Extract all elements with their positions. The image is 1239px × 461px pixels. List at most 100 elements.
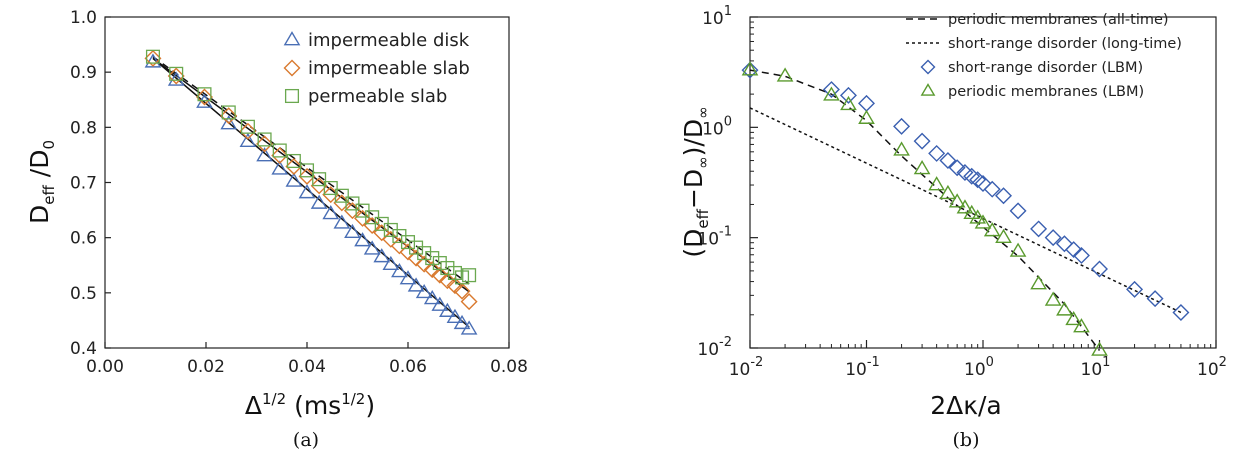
marker-impermeable-disk xyxy=(310,194,328,209)
marker-impermeable-disk xyxy=(354,232,371,247)
marker-impermeable-slab xyxy=(343,202,361,220)
marker-short-range-disorder-LBM- xyxy=(893,117,911,135)
panel-b-model-lines xyxy=(749,69,1182,351)
marker-permeable-slab xyxy=(299,163,315,178)
marker-short-range-disorder-LBM- xyxy=(1091,260,1108,278)
marker-impermeable-slab xyxy=(390,237,408,255)
marker-permeable-slab xyxy=(272,143,287,158)
marker-short-range-disorder-LBM- xyxy=(1030,220,1048,238)
panel-b-line-periodic-membranes-all-time- xyxy=(749,69,1101,351)
marker-permeable-slab xyxy=(400,235,416,250)
panel-b-x-tick-label: 102 xyxy=(1197,355,1227,380)
legend-marker-periodic-membranes-LBM- xyxy=(920,83,936,96)
marker-impermeable-disk xyxy=(322,205,340,220)
panel-b-x-tick-label: 100 xyxy=(964,355,994,380)
panel-a-x-tick-label: 0.02 xyxy=(187,357,225,377)
marker-impermeable-disk xyxy=(399,270,417,285)
marker-periodic-membranes-LBM- xyxy=(1091,341,1108,356)
marker-impermeable-disk xyxy=(220,115,238,130)
marker-permeable-slab xyxy=(169,66,184,81)
marker-impermeable-disk xyxy=(382,255,400,271)
marker-impermeable-disk xyxy=(423,290,441,305)
marker-periodic-membranes-LBM- xyxy=(956,199,974,214)
legend-marker-short-range-disorder-LBM- xyxy=(920,59,936,75)
marker-periodic-membranes-LBM- xyxy=(995,228,1012,244)
marker-short-range-disorder-LBM- xyxy=(741,61,759,79)
marker-periodic-membranes-LBM- xyxy=(948,193,966,208)
marker-permeable-slab xyxy=(345,196,360,211)
panel-a-y-axis-label: Deff /D0 xyxy=(25,140,58,224)
marker-impermeable-disk xyxy=(363,240,381,255)
panel-a-y-tick-label: 0.4 xyxy=(70,339,97,359)
marker-impermeable-slab xyxy=(144,49,162,67)
marker-impermeable-disk xyxy=(373,248,391,263)
marker-permeable-slab xyxy=(417,246,432,261)
marker-short-range-disorder-LBM- xyxy=(1172,303,1190,321)
marker-short-range-disorder-LBM- xyxy=(983,180,1001,198)
legend-label-periodic-membranes-LBM-: periodic membranes (LBM) xyxy=(948,84,1144,100)
panel-a-x-tick-label: 0.04 xyxy=(288,357,326,377)
panel-b-x-axis-label: 2Δκ/a xyxy=(930,391,1001,420)
marker-short-range-disorder-LBM- xyxy=(1146,290,1164,308)
legend-label-permeable-slab: permeable slab xyxy=(308,86,447,107)
panel-a-markers xyxy=(144,49,478,335)
marker-impermeable-disk xyxy=(271,160,289,175)
marker-impermeable-disk xyxy=(333,214,351,229)
panel-a-y-tick-label: 1.0 xyxy=(70,8,97,28)
panel-a-x-tick-label: 0.06 xyxy=(389,357,427,377)
marker-impermeable-slab xyxy=(438,272,456,290)
legend-marker-permeable-slab xyxy=(284,88,300,104)
marker-impermeable-disk xyxy=(256,147,273,162)
marker-short-range-disorder-LBM- xyxy=(939,152,957,170)
marker-impermeable-disk xyxy=(298,184,316,199)
marker-impermeable-slab xyxy=(407,249,425,267)
panel-a-legend: impermeable disk impermeable slab permeabl… xyxy=(283,30,470,107)
marker-short-range-disorder-LBM- xyxy=(995,187,1013,205)
marker-permeable-slab xyxy=(447,265,462,280)
marker-periodic-membranes-LBM- xyxy=(963,204,981,220)
panel-b-x-tick-label: 10-2 xyxy=(729,355,764,380)
marker-periodic-membranes-LBM- xyxy=(913,160,931,175)
marker-impermeable-disk xyxy=(144,53,162,68)
marker-periodic-membranes-LBM- xyxy=(1065,310,1083,326)
marker-short-range-disorder-LBM- xyxy=(1065,241,1083,259)
marker-short-range-disorder-LBM- xyxy=(1044,229,1062,247)
marker-impermeable-slab xyxy=(333,194,351,212)
marker-permeable-slab xyxy=(334,188,349,203)
marker-permeable-slab xyxy=(432,256,447,271)
marker-short-range-disorder-LBM- xyxy=(928,144,946,162)
legend-label-impermeable-slab: impermeable slab xyxy=(308,58,470,79)
marker-periodic-membranes-LBM- xyxy=(928,176,945,191)
panel-b-x-tick-label: 10-1 xyxy=(845,355,880,380)
marker-periodic-membranes-LBM- xyxy=(893,141,910,156)
panel-a-y-tick-label: 0.8 xyxy=(70,118,97,138)
marker-impermeable-disk xyxy=(439,302,456,317)
marker-periodic-membranes-LBM- xyxy=(983,222,1001,237)
marker-permeable-slab xyxy=(455,270,470,285)
panel-b-line-short-range-disorder-long-time- xyxy=(749,107,1182,314)
legend-label-impermeable-disk: impermeable disk xyxy=(308,30,470,51)
marker-periodic-membranes-LBM- xyxy=(858,109,875,124)
marker-impermeable-disk xyxy=(453,314,471,330)
marker-periodic-membranes-LBM- xyxy=(823,86,840,101)
marker-permeable-slab xyxy=(409,240,424,255)
panel-b-legend: periodic membranes (all-time) short-range… xyxy=(906,12,1182,100)
panel-a-y-tick-label: 0.9 xyxy=(70,63,97,83)
marker-permeable-slab xyxy=(286,153,301,169)
legend-marker-impermeable-disk xyxy=(283,31,301,46)
marker-impermeable-slab xyxy=(285,158,303,175)
marker-periodic-membranes-LBM- xyxy=(1056,301,1073,316)
marker-impermeable-slab xyxy=(460,293,478,311)
marker-short-range-disorder-LBM- xyxy=(1126,280,1144,298)
marker-short-range-disorder-LBM- xyxy=(948,159,966,177)
legend-marker-impermeable-slab xyxy=(283,59,301,77)
marker-impermeable-slab xyxy=(431,266,449,284)
marker-permeable-slab xyxy=(197,87,212,102)
marker-short-range-disorder-LBM- xyxy=(822,81,840,99)
marker-permeable-slab xyxy=(425,251,440,266)
marker-short-range-disorder-LBM- xyxy=(913,132,931,150)
panel-a-fit-line-3 xyxy=(152,56,470,285)
marker-permeable-slab xyxy=(221,105,236,120)
